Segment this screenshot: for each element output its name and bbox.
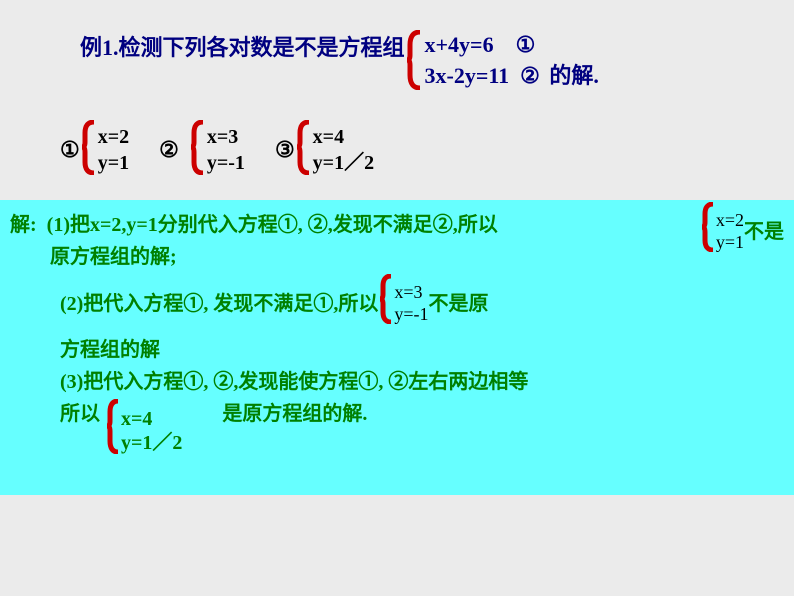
part1-brace-values: x=2 y=1 [716,210,744,253]
solution-part3: (3)把代入方程①, ②,发现能使方程①, ②左右两边相等 [60,367,774,397]
opt3-line2: y=1／2 [313,150,374,176]
opt2-line1: x=3 [207,124,245,150]
eq1-text: x+4y=6 [425,32,494,57]
brace-icon [80,120,98,180]
part1-cont: 原方程组的解; [50,242,774,272]
part3-brace-values: x=4 y=1／2 [121,407,182,455]
opt3-line1: x=4 [313,124,374,150]
brace-icon [189,120,207,180]
p3b-line2: y=1／2 [121,431,182,455]
option-2-values: x=3 y=-1 [207,124,245,176]
brace-icon [295,120,313,180]
solution-body: 解: (1)把x=2,y=1分别代入方程①, ②,发现不满足②,所以 x=2 y… [10,210,774,463]
part3-text-b: 所以 [60,399,100,429]
part1-text-a: (1)把x=2,y=1分别代入方程①, ②,发现不满足②,所以 [47,214,498,236]
option-3-label: ③ [275,137,295,163]
problem-prefix: 例1.检测下列各对数是不是方程组 [80,30,405,62]
options-row: ① x=2 y=1 ② x=3 y=-1 ③ x [60,120,744,180]
part2-text-c: 方程组的解 [60,339,160,361]
part2-brace-group: x=3 y=-1 [378,274,428,333]
eq2-text: 3x-2y=11 [425,63,510,88]
eq2-label: ② [520,63,540,88]
brace-icon [105,399,121,463]
p1b-line2: y=1 [716,232,744,254]
problem-suffix: 的解. [549,63,599,88]
eq1-label: ① [516,32,536,57]
part2-brace-values: x=3 y=-1 [394,282,428,325]
p1b-line1: x=2 [716,210,744,232]
solution-part1: 解: (1)把x=2,y=1分别代入方程①, ②,发现不满足②,所以 x=2 y… [10,210,774,240]
part2-text-a: (2)把代入方程①, 发现不满足①,所以 [60,289,378,319]
part3-text-a: (3)把代入方程①, ②,发现能使方程①, ②左右两边相等 [60,371,528,393]
part3-text-c: 是原方程组的解. [222,399,367,429]
equation-2: 3x-2y=11 ② 的解. [425,61,599,92]
part3-brace-group: x=4 y=1／2 [105,399,182,463]
equation-1: x+4y=6 ① [425,30,599,61]
solution-label: 解: [10,214,37,236]
problem-section: 例1.检测下列各对数是不是方程组 x+4y=6 ① 3x-2y=11 ② 的解.… [0,0,794,200]
part3-cont: 所以 x=4 y=1／2 是原方程组的解. [60,399,774,463]
brace-icon [405,30,425,95]
part1-text-b: 不是 [744,217,784,247]
brace-icon [378,274,394,333]
solution-part2: (2)把代入方程①, 发现不满足①,所以 x=3 y=-1 不是原 [60,274,774,333]
option-1: ① x=2 y=1 [60,120,129,180]
part1-brace-group: x=2 y=1 不是 [700,202,784,261]
part1-text-c: 原方程组的解; [50,246,177,268]
option-3-values: x=4 y=1／2 [313,124,374,176]
part2-text-b: 不是原 [428,289,488,319]
option-1-values: x=2 y=1 [98,124,129,176]
equation-system: x+4y=6 ① 3x-2y=11 ② 的解. [425,30,599,92]
opt2-line2: y=-1 [207,150,245,176]
opt1-line2: y=1 [98,150,129,176]
option-2: ② x=3 y=-1 [159,120,245,180]
p2b-line2: y=-1 [394,304,428,326]
option-3: ③ x=4 y=1／2 [275,120,374,180]
option-2-label: ② [159,137,179,163]
opt1-line1: x=2 [98,124,129,150]
p3b-line1: x=4 [121,407,182,431]
option-1-label: ① [60,137,80,163]
problem-statement: 例1.检测下列各对数是不是方程组 x+4y=6 ① 3x-2y=11 ② 的解. [80,30,744,95]
part2-cont: 方程组的解 [60,335,774,365]
brace-icon [700,202,716,261]
p2b-line1: x=3 [394,282,428,304]
solution-section: 解: (1)把x=2,y=1分别代入方程①, ②,发现不满足②,所以 x=2 y… [0,200,794,495]
